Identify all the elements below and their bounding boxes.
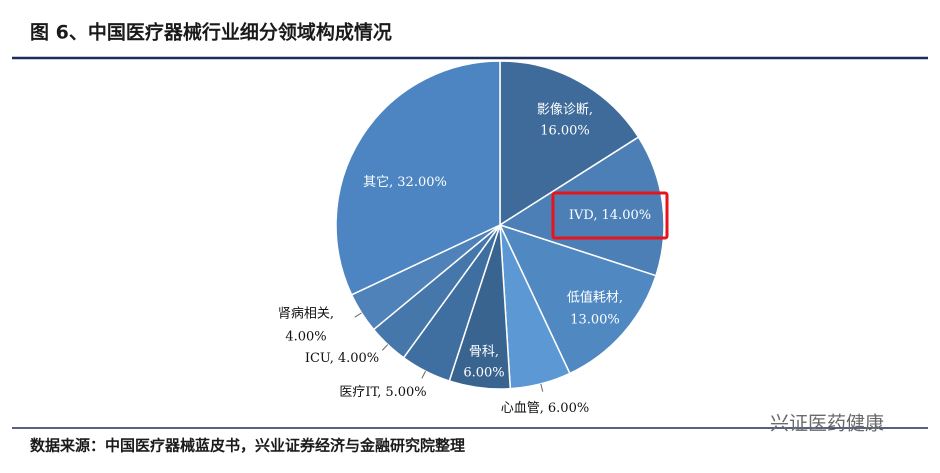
value-label: 32.00% bbox=[397, 175, 447, 190]
slice-label: 其它, 32.00% bbox=[363, 174, 447, 190]
value-label: 5.00% bbox=[385, 385, 426, 400]
slice-label: IVD, 14.00% bbox=[569, 208, 651, 223]
value-label: 4.00% bbox=[338, 351, 379, 366]
source: 数据来源：中国医疗器械蓝皮书，兴业证券经济与金融研究院整理 bbox=[30, 437, 465, 455]
leader-line bbox=[354, 312, 362, 318]
slice-label: 医疗IT, 5.00% bbox=[339, 385, 426, 400]
category-label: 影像诊断, bbox=[537, 103, 593, 118]
value-label: 14.00% bbox=[602, 208, 652, 223]
leader-line bbox=[540, 383, 544, 392]
highlight-box bbox=[551, 191, 669, 240]
slice-label: 心血管, 6.00% bbox=[501, 401, 589, 416]
category-label: 心血管, bbox=[501, 401, 544, 416]
value-label: 13.00% bbox=[570, 313, 620, 328]
slice-label: ICU, 4.00% bbox=[305, 351, 379, 366]
value-label: 6.00% bbox=[548, 401, 589, 416]
category-label: 其它, bbox=[363, 174, 393, 190]
value-label: 16.00% bbox=[540, 124, 590, 139]
pie-slice bbox=[498, 223, 657, 375]
category-label: 医疗IT, bbox=[339, 385, 381, 400]
value-label: 4.00% bbox=[285, 330, 326, 345]
pie-slice bbox=[498, 136, 665, 277]
pie-slice bbox=[335, 60, 501, 296]
leader-line bbox=[421, 370, 426, 379]
category-label: ICU, bbox=[305, 351, 334, 366]
category-label: IVD, bbox=[569, 208, 598, 223]
pie: 影像诊断, 16.00% IVD, 14.00% 低值耗材, 13.00% 心血管, 6.00… bbox=[278, 60, 665, 416]
category-label: 低值耗材, bbox=[567, 290, 623, 306]
watermark: 兴证医药健康 bbox=[770, 413, 884, 435]
category-label: 肾病相关, bbox=[278, 307, 334, 322]
title: 图 6、中国医疗器械行业细分领域构成情况 bbox=[30, 21, 392, 44]
leader-line bbox=[381, 344, 389, 351]
pie-slice bbox=[499, 60, 640, 227]
value-label: 6.00% bbox=[463, 366, 504, 381]
category-label: 骨科, bbox=[469, 345, 499, 360]
